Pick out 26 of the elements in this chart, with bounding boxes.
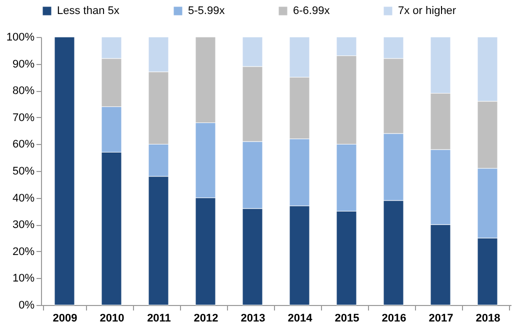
y-tick-label: 50% (12, 166, 35, 178)
y-tick-label: 0% (18, 300, 35, 312)
legend-label: 6-6.99x (293, 5, 330, 17)
x-tick-label: 2015 (334, 312, 360, 324)
x-tick-label: 2018 (476, 312, 500, 324)
x-tick-label: 2014 (288, 312, 314, 324)
legend-label: Less than 5x (57, 5, 120, 17)
x-tick-label: 2012 (194, 312, 218, 324)
bar (54, 36, 75, 306)
y-tick-label: 70% (12, 112, 35, 124)
y-tick-label: 100% (6, 32, 35, 44)
legend-label: 7x or higher (398, 5, 456, 17)
x-tick-label: 2009 (52, 312, 78, 324)
y-tick-label: 20% (12, 246, 35, 258)
y-tick-label: 80% (12, 85, 35, 98)
y-tick-label: 30% (12, 219, 35, 232)
y-tick-label: 40% (12, 192, 35, 204)
y-tick-label: 10% (12, 272, 35, 285)
x-tick-label: 2017 (428, 312, 454, 324)
x-tick-label: 2011 (147, 312, 171, 324)
x-tick-label: 2016 (382, 312, 406, 324)
x-tick-label: 2010 (100, 312, 124, 324)
legend-label: 5-5.99x (188, 5, 226, 17)
y-tick-label: 60% (12, 138, 35, 151)
y-tick-label: 90% (12, 58, 35, 70)
x-tick-label: 2013 (240, 312, 266, 324)
